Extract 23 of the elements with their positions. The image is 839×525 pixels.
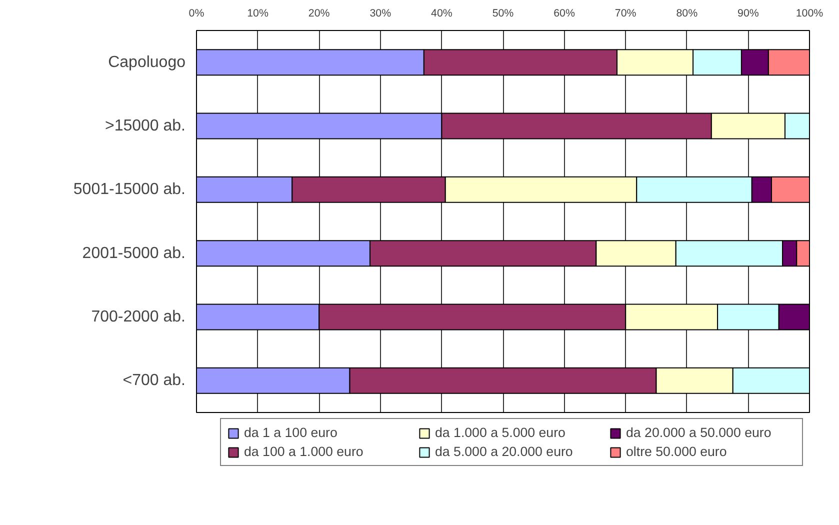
y-tick-label: 5001-15000 ab. — [73, 181, 186, 198]
x-tick-label: 100% — [796, 8, 824, 20]
x-tick-label: 10% — [247, 8, 269, 20]
x-tick-label: 20% — [308, 8, 330, 20]
y-tick-label: >15000 ab. — [104, 118, 186, 134]
y-tick-label: <700 ab. — [122, 372, 186, 390]
x-tick-label: 80% — [676, 8, 698, 20]
x-tick-label: 90% — [738, 8, 760, 20]
x-tick-label: 50% — [492, 8, 514, 20]
legend-label: da 1.000 a 5.000 euro — [435, 425, 566, 440]
legend-label: da 100 a 1.000 euro — [244, 444, 364, 459]
x-tick-label: 40% — [431, 8, 453, 20]
legend-label: oltre 50.000 euro — [626, 444, 728, 459]
y-tick-label: Capoluogo — [108, 54, 186, 71]
x-tick-label: 0% — [188, 8, 205, 20]
x-tick-label: 60% — [554, 8, 576, 20]
legend-label: da 20.000 a 50.000 euro — [626, 425, 772, 440]
x-tick-label: 70% — [614, 8, 637, 20]
legend-label: da 1 a 100 euro — [244, 425, 338, 440]
y-tick-label: 700-2000 ab. — [91, 308, 186, 326]
x-tick-label: 30% — [370, 8, 392, 20]
legend-label: da 5.000 a 20.000 euro — [435, 444, 574, 459]
y-tick-label: 2001-5000 ab. — [82, 244, 186, 262]
